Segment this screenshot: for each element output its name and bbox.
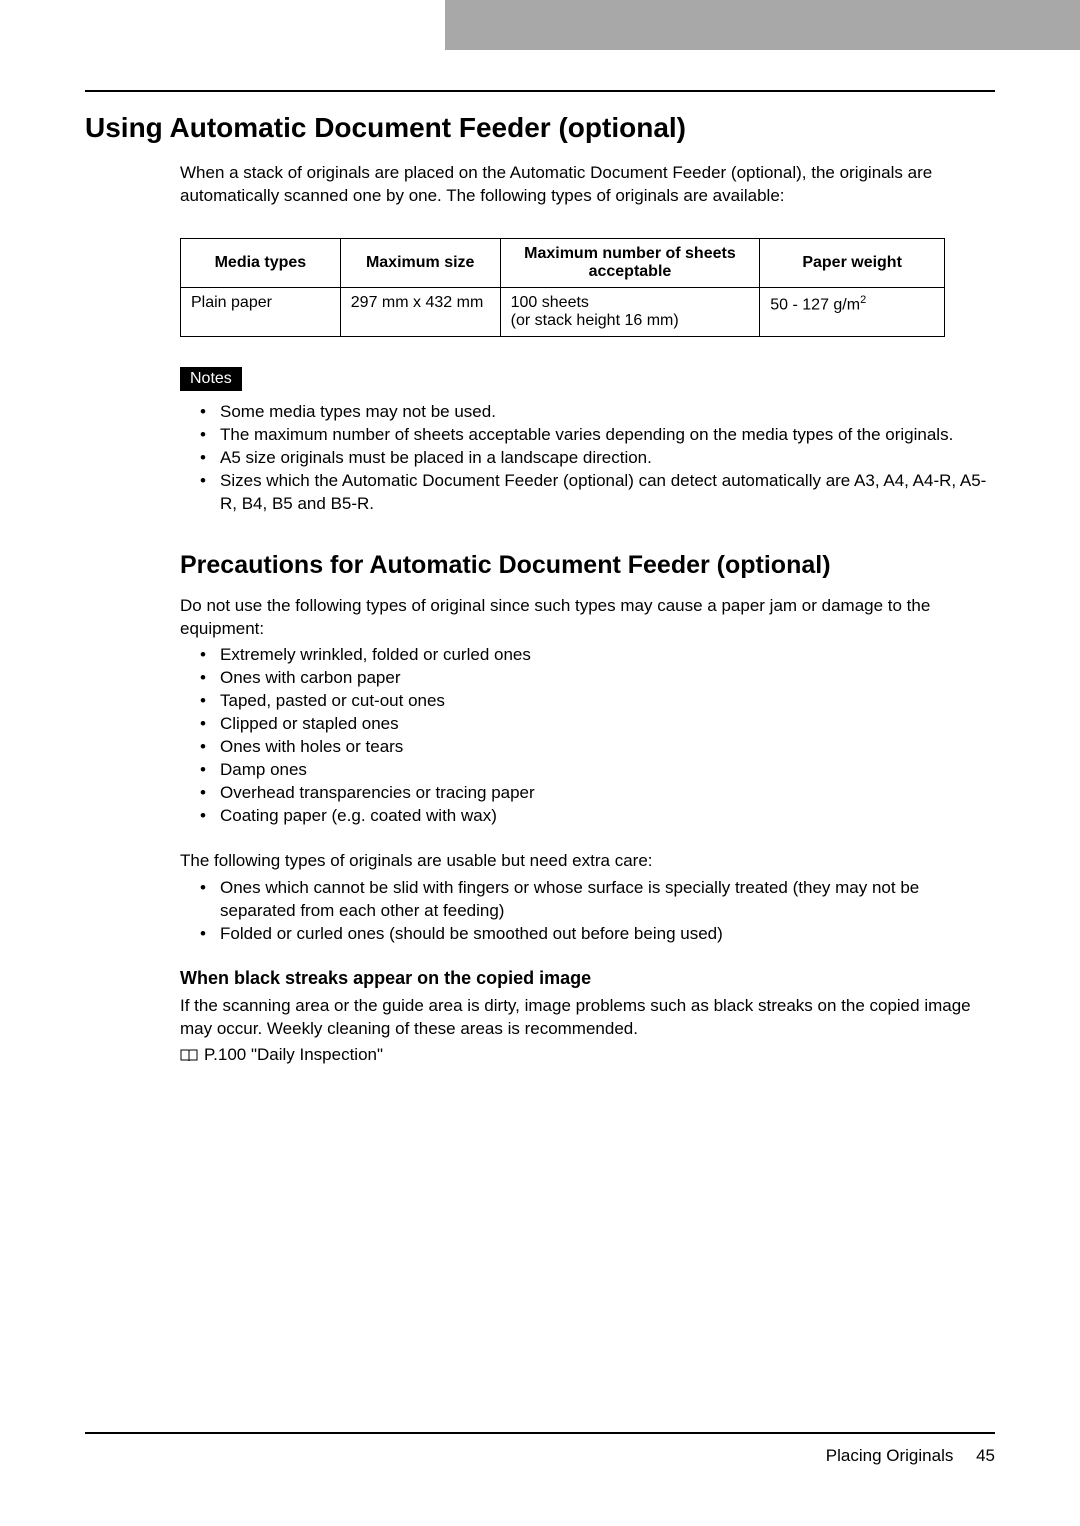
list-item: Ones which cannot be slid with fingers o… — [200, 877, 995, 923]
streaks-text: If the scanning area or the guide area i… — [180, 995, 995, 1041]
table-header-row: Media types Maximum size Maximum number … — [181, 238, 945, 287]
header-right-gray — [445, 0, 1080, 50]
header-left-blank — [0, 0, 445, 50]
list-item: A5 size originals must be placed in a la… — [200, 447, 995, 470]
table-row: Plain paper 297 mm x 432 mm 100 sheets (… — [181, 287, 945, 336]
cell-weight-sup: 2 — [860, 294, 866, 306]
table-header-weight: Paper weight — [760, 238, 945, 287]
list-item: Taped, pasted or cut-out ones — [200, 690, 995, 713]
book-icon — [180, 1048, 198, 1062]
list-item: Damp ones — [200, 759, 995, 782]
streaks-heading: When black streaks appear on the copied … — [180, 968, 995, 989]
footer-page-number: 45 — [976, 1446, 995, 1465]
page-footer: Placing Originals 45 — [85, 1432, 995, 1466]
list-item: Clipped or stapled ones — [200, 713, 995, 736]
notes-badge: Notes — [180, 367, 242, 391]
precautions-heading: Precautions for Automatic Document Feede… — [180, 551, 995, 580]
list-item: Ones with carbon paper — [200, 667, 995, 690]
bottom-divider — [85, 1432, 995, 1434]
spec-table: Media types Maximum size Maximum number … — [180, 238, 945, 337]
cell-weight: 50 - 127 g/m2 — [760, 287, 945, 336]
cell-sheets: 100 sheets (or stack height 16 mm) — [500, 287, 760, 336]
main-heading: Using Automatic Document Feeder (optiona… — [85, 112, 995, 144]
footer-section-name: Placing Originals — [826, 1446, 954, 1465]
header-bar — [0, 0, 1080, 50]
page-content: Using Automatic Document Feeder (optiona… — [0, 50, 1080, 1065]
cell-sheets-line1: 100 sheets — [511, 294, 589, 311]
list-item: Some media types may not be used. — [200, 401, 995, 424]
usable-intro: The following types of originals are usa… — [180, 850, 995, 873]
cell-media: Plain paper — [181, 287, 341, 336]
list-item: Folded or curled ones (should be smoothe… — [200, 923, 995, 946]
cell-size: 297 mm x 432 mm — [340, 287, 500, 336]
precautions-intro: Do not use the following types of origin… — [180, 595, 995, 641]
top-divider — [85, 90, 995, 92]
list-item: The maximum number of sheets acceptable … — [200, 424, 995, 447]
cell-weight-prefix: 50 - 127 g/m — [770, 296, 860, 313]
precautions-list: Extremely wrinkled, folded or curled one… — [200, 644, 995, 828]
table-header-sheets: Maximum number of sheets acceptable — [500, 238, 760, 287]
list-item: Ones with holes or tears — [200, 736, 995, 759]
reference-text: P.100 "Daily Inspection" — [204, 1045, 383, 1065]
table-header-size: Maximum size — [340, 238, 500, 287]
list-item: Sizes which the Automatic Document Feede… — [200, 470, 995, 516]
cell-sheets-line2: (or stack height 16 mm) — [511, 312, 679, 329]
notes-list: Some media types may not be used. The ma… — [200, 401, 995, 516]
list-item: Overhead transparencies or tracing paper — [200, 782, 995, 805]
reference-line: P.100 "Daily Inspection" — [180, 1045, 995, 1065]
footer-text: Placing Originals 45 — [85, 1446, 995, 1466]
usable-list: Ones which cannot be slid with fingers o… — [200, 877, 995, 946]
list-item: Coating paper (e.g. coated with wax) — [200, 805, 995, 828]
intro-paragraph: When a stack of originals are placed on … — [180, 162, 995, 208]
list-item: Extremely wrinkled, folded or curled one… — [200, 644, 995, 667]
table-header-media: Media types — [181, 238, 341, 287]
